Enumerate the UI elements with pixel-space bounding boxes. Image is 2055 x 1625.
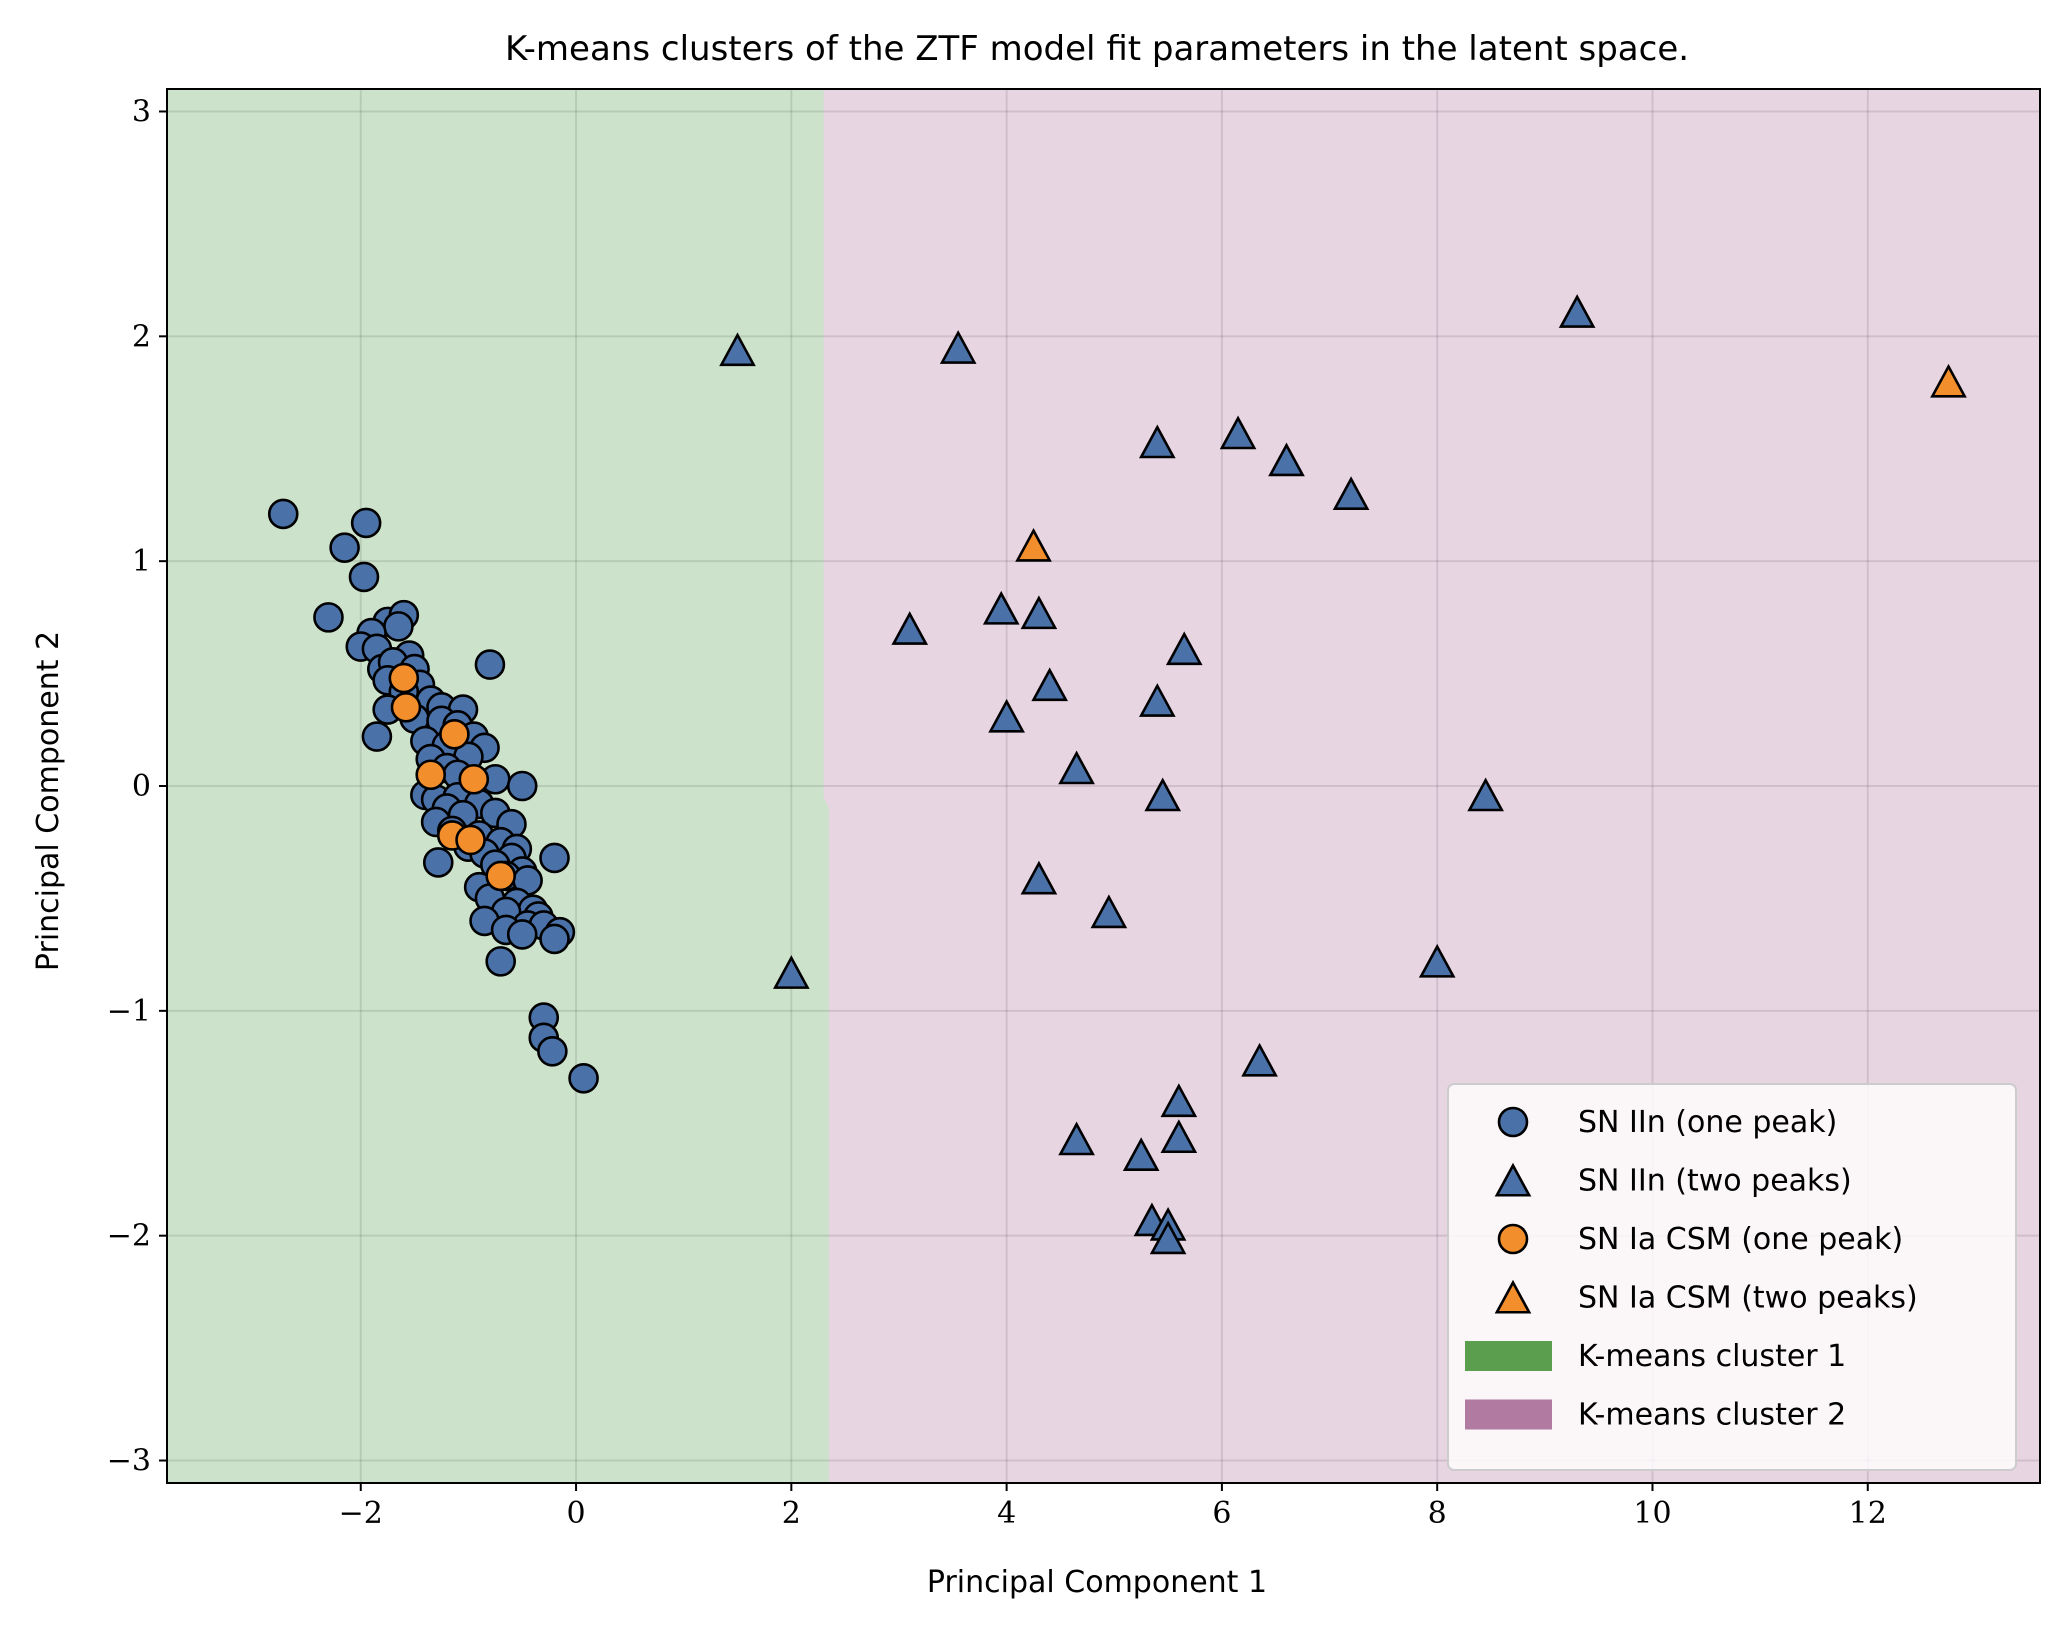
- y-tick-label: 1: [132, 544, 151, 579]
- data-point: [361, 721, 393, 752]
- plot-area: [166, 88, 2041, 1484]
- data-point: [1558, 294, 1596, 328]
- x-axis: −2 0 2 4 6 8 10 12: [339, 1483, 1887, 1531]
- data-point: [415, 759, 447, 791]
- legend-item: SN IIn (two peaks): [1494, 1162, 1852, 1199]
- legend-marker-circle: [1497, 1106, 1529, 1138]
- x-tick-label: 4: [997, 1496, 1016, 1531]
- y-axis: −3 −2 −1 0 1 2 3: [107, 94, 167, 1479]
- series-sn-ia-csm-one-peak: [388, 662, 516, 892]
- data-point: [1138, 424, 1176, 459]
- x-tick-label: 12: [1849, 1496, 1887, 1531]
- data-point: [891, 611, 929, 645]
- data-point: [1090, 894, 1128, 929]
- y-tick-label: −1: [107, 994, 151, 1029]
- legend-label: K-means cluster 2: [1578, 1398, 1846, 1433]
- legend: SN IIn (one peak) SN IIn (two peaks) SN Ia…: [1447, 1083, 2017, 1471]
- data-point: [348, 561, 380, 593]
- data-point: [485, 860, 516, 892]
- legend-item: K-means cluster 1: [1465, 1339, 1846, 1374]
- data-point: [1058, 750, 1095, 785]
- legend-patch: [1465, 1341, 1552, 1371]
- y-axis-title: Principal Component 2: [31, 631, 66, 971]
- legend-label: SN Ia CSM (one peak): [1578, 1222, 1903, 1257]
- data-point: [455, 824, 486, 856]
- data-point: [388, 662, 420, 694]
- legend-item: SN IIn (one peak): [1497, 1105, 1837, 1140]
- data-point: [1020, 595, 1058, 630]
- data-point: [719, 332, 756, 367]
- data-point: [939, 330, 977, 364]
- data-point: [1144, 777, 1182, 812]
- x-tick-label: 6: [1212, 1496, 1231, 1531]
- y-tick-label: 0: [132, 769, 151, 804]
- data-point: [982, 590, 1020, 625]
- data-point: [383, 611, 414, 642]
- data-point: [422, 847, 454, 878]
- x-tick-label: 2: [782, 1496, 801, 1531]
- y-tick-label: 2: [132, 319, 151, 354]
- data-point: [988, 698, 1025, 733]
- y-tick-label: −3: [107, 1444, 151, 1479]
- data-point: [772, 955, 810, 989]
- data-point: [1138, 683, 1176, 717]
- legend-label: K-means cluster 1: [1578, 1339, 1846, 1374]
- data-point: [329, 532, 360, 563]
- data-point: [1058, 1121, 1095, 1156]
- x-tick-label: 0: [566, 1496, 585, 1531]
- x-tick-label: −2: [339, 1496, 383, 1531]
- series-sn-ia-csm-two-peaks: [1015, 363, 1967, 562]
- data-point: [267, 498, 299, 530]
- data-point: [1160, 1083, 1198, 1118]
- legend-label: SN Ia CSM (two peaks): [1578, 1281, 1918, 1316]
- data-point: [485, 946, 516, 977]
- y-tick-label: 3: [132, 94, 151, 129]
- x-tick-label: 10: [1633, 1496, 1671, 1531]
- data-point: [1219, 415, 1257, 450]
- legend-marker-circle: [1497, 1223, 1529, 1255]
- data-point: [313, 602, 344, 633]
- legend-patch: [1465, 1399, 1552, 1430]
- data-point: [1020, 860, 1058, 895]
- legend-item: SN Ia CSM (one peak): [1497, 1222, 1903, 1257]
- data-point: [539, 923, 570, 955]
- x-axis-title: Principal Component 1: [927, 1565, 1267, 1600]
- data-point: [537, 1036, 568, 1067]
- series-sn-iin-two-peaks: [719, 294, 1596, 1255]
- data-point: [568, 1062, 599, 1094]
- data-point: [1418, 943, 1456, 978]
- legend-label: SN IIn (one peak): [1578, 1105, 1837, 1140]
- data-point: [1031, 667, 1069, 702]
- legend-label: SN IIn (two peaks): [1578, 1164, 1852, 1199]
- data-point: [1930, 363, 1967, 398]
- data-point: [1015, 527, 1052, 562]
- data-point: [506, 770, 538, 802]
- data-point: [1467, 777, 1504, 812]
- data-point: [390, 692, 422, 723]
- data-point: [439, 718, 470, 750]
- y-tick-label: −2: [107, 1219, 151, 1254]
- data-point: [1122, 1137, 1160, 1172]
- data-point: [1332, 476, 1370, 511]
- data-point: [1241, 1042, 1278, 1077]
- legend-box: [1447, 1083, 2017, 1471]
- legend-item: SN Ia CSM (two peaks): [1494, 1279, 1918, 1316]
- data-point: [458, 763, 490, 795]
- data-point: [1149, 1220, 1187, 1255]
- x-tick-label: 8: [1428, 1496, 1447, 1531]
- data-point: [539, 842, 570, 874]
- chart-title: K-means clusters of the ZTF model fit pa…: [505, 29, 1689, 69]
- data-point: [350, 507, 382, 539]
- legend-marker-triangle: [1494, 1279, 1532, 1314]
- data-points: [267, 294, 1967, 1255]
- legend-item: K-means cluster 2: [1465, 1398, 1846, 1433]
- data-point: [1160, 1119, 1198, 1154]
- data-point: [506, 919, 538, 950]
- data-point: [1268, 442, 1305, 477]
- data-point: [474, 649, 506, 680]
- data-point: [1165, 631, 1203, 666]
- legend-marker-triangle: [1494, 1162, 1532, 1197]
